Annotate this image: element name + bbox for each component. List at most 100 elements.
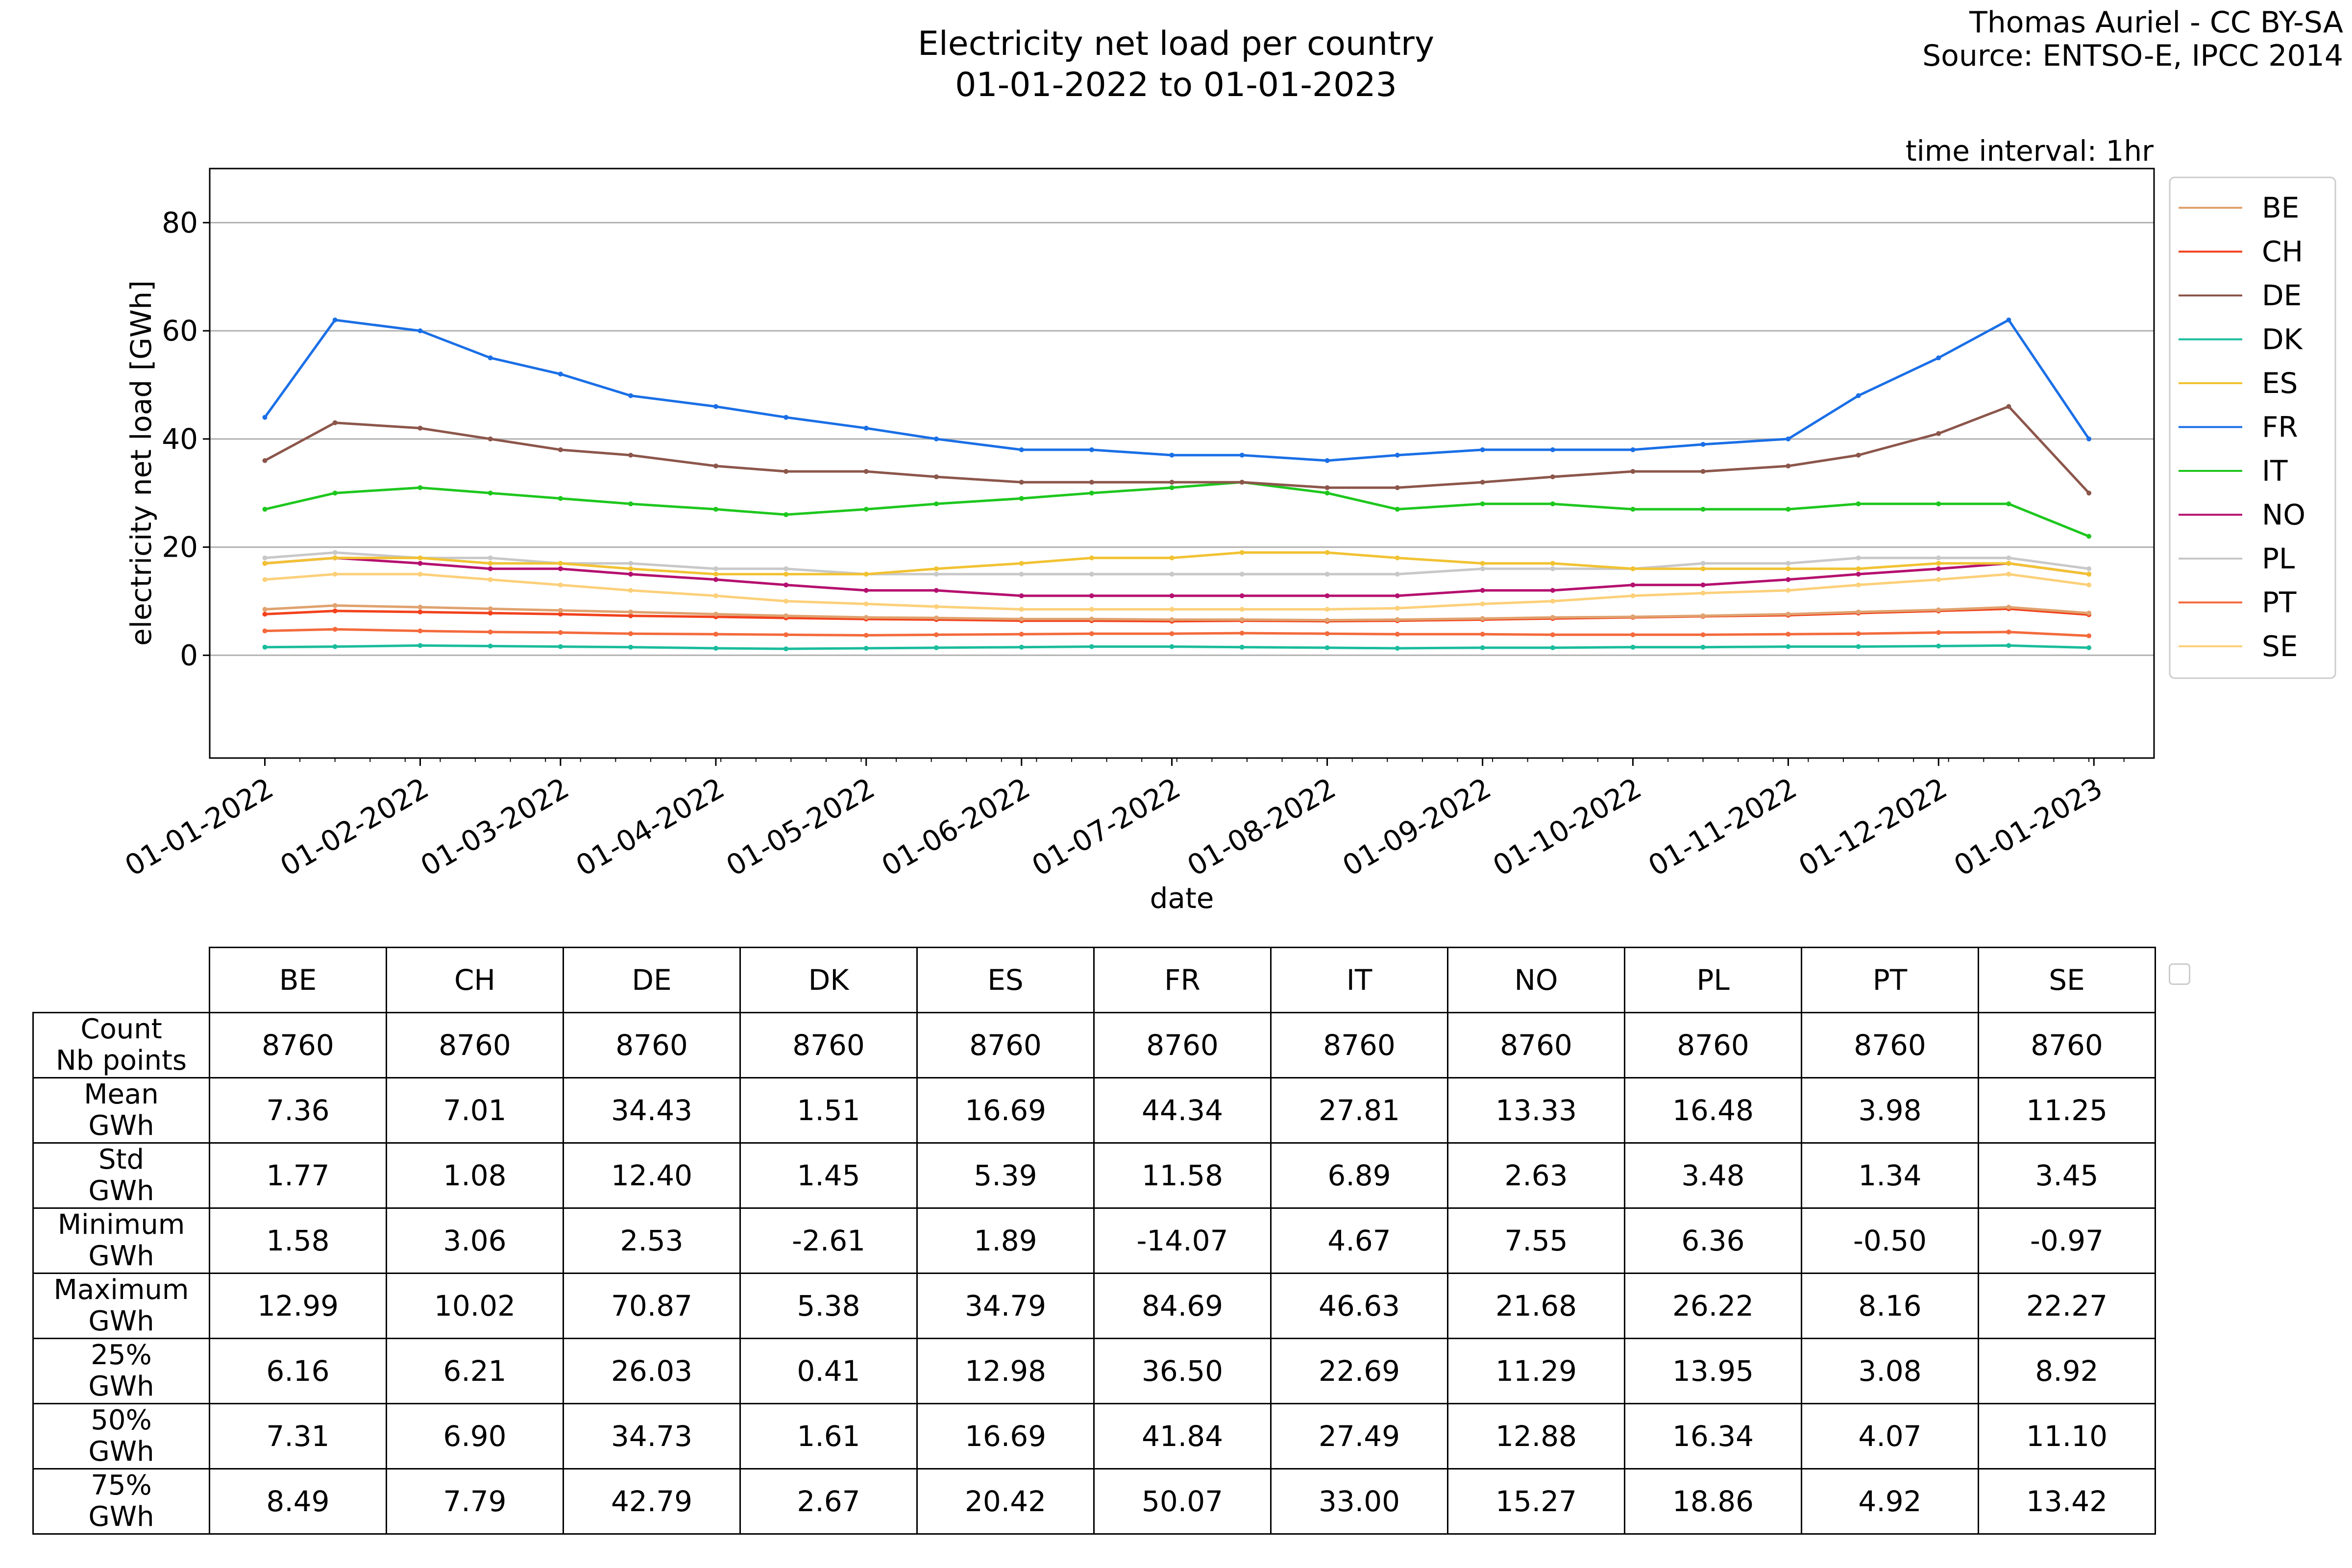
data-point-it xyxy=(1169,485,1175,490)
table-column-header: PL xyxy=(1624,947,1802,1013)
data-point-pl xyxy=(1856,555,1861,561)
data-point-it xyxy=(262,507,268,512)
table-cell: 3.08 xyxy=(1801,1338,1979,1404)
x-tick-label: 01-08-2022 xyxy=(1181,771,1341,882)
data-point-se xyxy=(488,577,493,582)
data-point-pt xyxy=(558,630,563,635)
legend-label-pl: PL xyxy=(2262,542,2295,575)
data-point-fr xyxy=(417,328,423,334)
data-point-de xyxy=(488,436,493,441)
table-cell: 16.48 xyxy=(1624,1077,1802,1144)
data-point-dk xyxy=(1239,644,1245,650)
data-point-no xyxy=(1856,571,1861,577)
data-point-de xyxy=(713,464,718,468)
data-point-es xyxy=(2006,561,2011,566)
data-point-es xyxy=(1089,555,1094,561)
table-cell: 16.69 xyxy=(916,1077,1095,1144)
data-point-pl xyxy=(332,550,338,555)
data-point-pt xyxy=(2006,629,2011,635)
series-line-de xyxy=(264,405,2090,494)
data-point-se xyxy=(1550,598,1555,604)
data-point-de xyxy=(628,452,634,458)
data-point-it xyxy=(713,507,718,512)
data-point-es xyxy=(2086,571,2092,577)
table-row: Count Nb points 8760 8760 8760 8760 8760 8760 87… xyxy=(32,1012,2156,1078)
data-point-ch xyxy=(262,612,268,617)
data-point-be xyxy=(1395,617,1400,622)
table-cell: 7.01 xyxy=(386,1077,564,1144)
table-cell: 11.29 xyxy=(1447,1338,1625,1404)
data-point-ch xyxy=(417,610,423,614)
data-point-se xyxy=(1480,601,1485,607)
data-point-pt xyxy=(1786,632,1791,637)
table-cell: 6.16 xyxy=(209,1338,387,1404)
table-cell: 11.25 xyxy=(1978,1077,2156,1144)
legend-label-pt: PT xyxy=(2262,586,2297,619)
data-point-fr xyxy=(933,436,939,441)
legend-label-de: DE xyxy=(2262,279,2302,312)
data-point-se xyxy=(713,593,718,598)
data-point-se xyxy=(933,604,939,609)
table-cell: 3.48 xyxy=(1624,1142,1802,1209)
x-tick-label: 01-02-2022 xyxy=(274,771,434,882)
legend-label-no: NO xyxy=(2262,498,2305,532)
table-row-label: 50% GWh xyxy=(32,1403,210,1470)
data-point-se xyxy=(1700,590,1706,596)
table-cell: 1.51 xyxy=(739,1077,918,1144)
data-point-de xyxy=(1019,480,1024,485)
table-cell: 1.77 xyxy=(209,1142,387,1209)
data-point-it xyxy=(1786,507,1791,512)
data-point-pt xyxy=(1395,632,1400,637)
data-point-it xyxy=(417,485,423,490)
data-point-es xyxy=(1019,561,1024,566)
table-row-label: Minimum GWh xyxy=(32,1207,210,1274)
data-point-pt xyxy=(933,632,939,637)
data-point-be xyxy=(933,615,939,621)
data-point-be xyxy=(1480,616,1485,621)
data-point-pt xyxy=(628,631,634,637)
data-point-de xyxy=(1169,480,1175,485)
data-point-dk xyxy=(784,646,789,652)
chart-title-line2: 01-01-2022 to 01-01-2023 xyxy=(955,66,1397,104)
data-point-de xyxy=(933,474,939,480)
data-point-pl xyxy=(1019,571,1024,577)
table-cell: 22.69 xyxy=(1270,1338,1448,1404)
data-point-it xyxy=(558,496,563,501)
table-cell: 16.34 xyxy=(1624,1403,1802,1470)
data-point-de xyxy=(1239,480,1245,485)
table-cell: 1.45 xyxy=(739,1142,918,1209)
data-point-de xyxy=(1395,485,1400,490)
table-cell: 33.00 xyxy=(1270,1468,1448,1535)
data-point-es xyxy=(1936,561,1941,566)
data-point-se xyxy=(1089,607,1094,612)
data-point-pt xyxy=(1089,631,1094,637)
data-point-be xyxy=(1936,607,1941,612)
table-cell: 13.33 xyxy=(1447,1077,1625,1144)
data-point-fr xyxy=(1786,436,1791,441)
data-point-es xyxy=(1324,550,1330,555)
table-cell: 8760 xyxy=(1801,1012,1979,1078)
table-cell: 8760 xyxy=(563,1012,741,1078)
data-point-it xyxy=(784,512,789,517)
data-point-be xyxy=(1630,614,1636,619)
data-point-dk xyxy=(488,643,493,649)
table-cell: 11.58 xyxy=(1093,1142,1272,1209)
data-point-be xyxy=(1239,617,1245,622)
data-point-fr xyxy=(1019,447,1024,452)
data-point-de xyxy=(1786,464,1791,468)
data-point-it xyxy=(332,490,338,496)
table-cell: 8760 xyxy=(1447,1012,1625,1078)
series-lines xyxy=(262,318,2092,652)
x-tick-label: 01-09-2022 xyxy=(1337,771,1496,882)
data-point-be xyxy=(1019,616,1024,622)
data-point-be xyxy=(1856,610,1861,614)
table-cell: 1.89 xyxy=(916,1207,1095,1274)
data-point-pt xyxy=(488,629,493,635)
data-point-pt xyxy=(262,628,268,634)
credit-source: Source: ENTSO-E, IPCC 2014 xyxy=(1922,39,2343,73)
data-point-se xyxy=(332,571,338,577)
data-point-se xyxy=(863,601,869,607)
table-row: 75% GWh 8.49 7.79 42.79 2.67 20.42 50.07 33.00 15… xyxy=(32,1468,2156,1535)
table-row-label: Maximum GWh xyxy=(32,1273,210,1339)
table-cell: 26.03 xyxy=(563,1338,741,1404)
